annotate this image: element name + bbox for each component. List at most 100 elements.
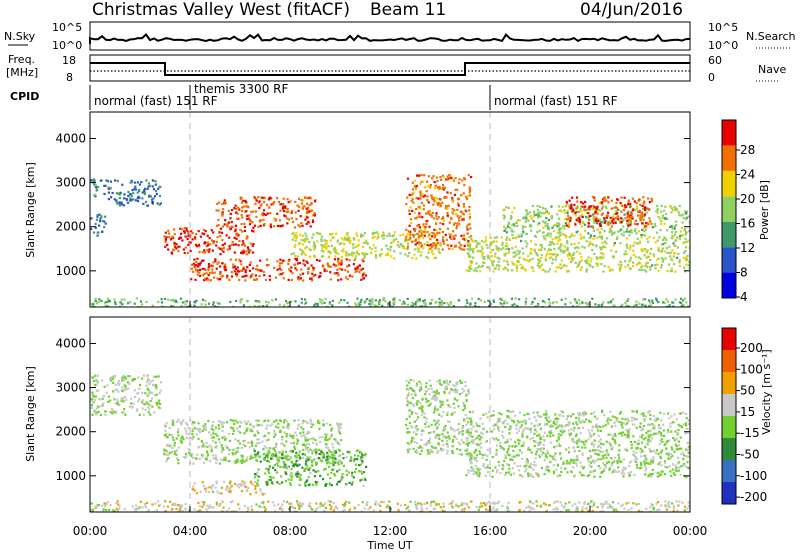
power-echo-cell — [605, 242, 608, 245]
power-echo-cell — [438, 187, 442, 190]
power-echo-cell — [153, 195, 157, 198]
power-echo-cell — [251, 221, 254, 224]
velocity-echo-cell — [294, 454, 297, 458]
velocity-echo-cell — [208, 486, 211, 489]
power-echo-cell — [306, 237, 309, 240]
power-echo-cell — [236, 266, 239, 269]
velocity-echo-cell — [640, 427, 643, 430]
velocity-echo-cell — [466, 444, 470, 447]
power-echo-cell — [441, 201, 444, 204]
power-echo-cell — [437, 187, 440, 191]
velocity-echo-cell — [285, 426, 289, 429]
power-echo-cell — [224, 219, 227, 222]
power-echo-cell — [587, 244, 590, 247]
power-echo-cell — [359, 303, 362, 306]
power-echo-cell — [495, 245, 498, 248]
power-echo-cell — [556, 231, 559, 234]
velocity-echo-cell — [138, 387, 141, 390]
power-echo-cell — [446, 227, 450, 230]
velocity-echo-cell — [92, 395, 96, 398]
power-echo-cell — [138, 183, 141, 186]
power-echo-cell — [503, 229, 506, 232]
power-echo-cell — [683, 266, 686, 269]
power-echo-cell — [288, 258, 291, 261]
velocity-echo-cell — [270, 453, 273, 456]
power-echo-cell — [636, 237, 639, 240]
power-echo-cell — [486, 246, 489, 249]
power-echo-cell — [114, 301, 117, 304]
velocity-echo-cell — [578, 427, 581, 430]
power-echo-cell — [548, 301, 551, 304]
power-echo-cell — [641, 212, 644, 215]
velocity-echo-cell — [649, 440, 652, 443]
power-echo-cell — [456, 224, 459, 227]
power-echo-cell — [207, 274, 210, 277]
power-echo-cell — [612, 222, 615, 225]
velocity-echo-cell — [450, 426, 453, 429]
power-echo-cell — [380, 252, 383, 256]
power-echo-cell — [458, 241, 461, 244]
power-echo-cell — [431, 249, 434, 252]
velocity-echo-cell — [627, 434, 630, 437]
power-echo-cell — [457, 299, 460, 302]
power-echo-cell — [636, 214, 639, 217]
velocity-echo-cell — [485, 458, 488, 461]
power-echo-cell — [401, 245, 404, 248]
velocity-echo-cell — [257, 438, 260, 441]
power-echo-cell — [541, 212, 544, 215]
velocity-echo-cell — [209, 434, 213, 437]
velocity-echo-cell — [408, 443, 411, 446]
power-echo-cell — [97, 300, 100, 304]
velocity-echo-cell — [290, 476, 293, 479]
velocity-echo-cell — [165, 422, 168, 425]
velocity-echo-cell — [529, 448, 532, 451]
power-echo-cell — [201, 259, 204, 262]
power-echo-cell — [652, 253, 655, 256]
velocity-echo-cell — [331, 450, 334, 454]
velocity-echo-cell — [112, 410, 115, 413]
velocity-echo-cell — [619, 411, 623, 414]
power-echo-cell — [224, 269, 227, 272]
velocity-echo-cell — [658, 442, 661, 446]
power-echo-cell — [226, 248, 229, 251]
power-echo-cell — [493, 255, 497, 258]
power-echo-cell — [644, 208, 647, 211]
power-echo-cell — [245, 237, 248, 240]
power-echo-cell — [318, 232, 321, 235]
velocity-echo-cell — [101, 379, 104, 382]
velocity-echo-cell — [412, 437, 415, 440]
velocity-echo-cell — [459, 381, 463, 384]
power-echo-cell — [377, 236, 380, 239]
power-echo-cell — [466, 228, 469, 231]
power-echo-cell — [680, 301, 683, 304]
power-echo-cell — [104, 304, 107, 307]
power-echo-cell — [325, 247, 328, 250]
power-echo-cell — [540, 243, 543, 247]
power-echo-cell — [515, 266, 518, 269]
power-echo-cell — [472, 240, 475, 243]
power-echo-cell — [641, 207, 645, 211]
power-echo-cell — [151, 304, 154, 307]
power-echo-cell — [235, 237, 238, 240]
velocity-echo-cell — [574, 459, 577, 462]
power-echo-cell — [415, 208, 418, 211]
power-echo-cell — [308, 247, 311, 250]
velocity-echo-cell — [364, 478, 367, 481]
power-echo-cell — [414, 233, 417, 236]
power-echo-cell — [643, 269, 646, 272]
power-echo-cell — [129, 197, 132, 200]
velocity-echo-cell — [322, 453, 325, 457]
velocity-echo-cell — [453, 406, 456, 409]
power-echo-cell — [95, 218, 99, 221]
velocity-echo-cell — [171, 436, 174, 439]
velocity-echo-cell — [306, 479, 309, 482]
velocity-echo-cell — [341, 473, 344, 476]
power-echo-cell — [336, 260, 339, 263]
velocity-echo-cell — [297, 423, 300, 426]
velocity-echo-cell — [536, 414, 539, 417]
power-echo-cell — [258, 268, 261, 271]
power-echo-cell — [294, 257, 297, 260]
power-echo-cell — [231, 240, 234, 244]
power-echo-cell — [557, 222, 560, 225]
power-echo-cell — [662, 209, 666, 212]
